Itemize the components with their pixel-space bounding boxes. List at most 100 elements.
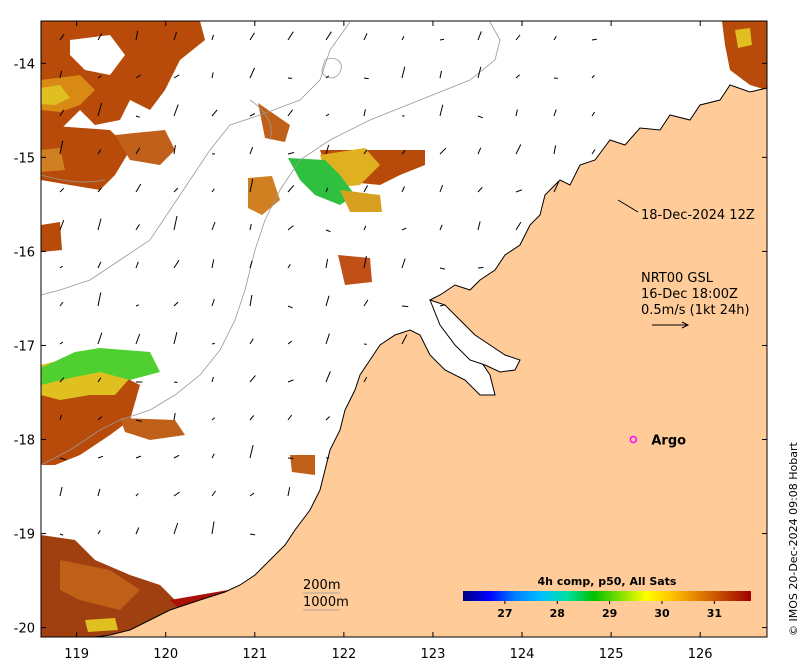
- x-axis: 119 120 121 122 123 124 125 126: [64, 21, 713, 662]
- current-vector: [97, 377, 102, 383]
- current-vector: [553, 181, 560, 193]
- current-vector: [135, 261, 139, 269]
- current-vector: [401, 334, 408, 345]
- current-vector: [325, 371, 331, 383]
- current-vector: [97, 102, 103, 117]
- current-vector: [325, 295, 330, 307]
- current-vector: [135, 455, 142, 459]
- current-vector: [135, 115, 140, 118]
- y-tick-label: -18: [14, 434, 35, 449]
- bathymetry-contours: [41, 21, 501, 466]
- sst-patch: [288, 158, 355, 205]
- current-vector: [439, 70, 442, 79]
- current-vector: [249, 444, 254, 459]
- colorbar: 4h comp, p50, All Sats 27 28 29 30 31: [463, 575, 751, 620]
- current-vectors: [59, 30, 597, 536]
- current-vector: [287, 31, 294, 41]
- current-vector: [591, 74, 595, 79]
- x-tick-label: 124: [510, 647, 535, 662]
- sst-patch: [290, 455, 315, 475]
- current-vector: [325, 258, 329, 269]
- current-vector: [363, 225, 367, 231]
- sst-patch: [735, 28, 752, 48]
- current-vector: [135, 333, 141, 345]
- isobath-1000m-label: 1000m: [303, 595, 349, 610]
- current-vector: [325, 31, 332, 41]
- current-vector: [173, 413, 176, 421]
- current-vector: [439, 224, 443, 231]
- current-vector: [363, 77, 369, 80]
- current-vector: [173, 215, 178, 231]
- current-vector: [249, 223, 252, 231]
- isobath-200m-label: 200m: [303, 578, 340, 593]
- current-vector: [59, 265, 63, 269]
- current-vector: [287, 414, 293, 421]
- current-vector: [173, 331, 178, 345]
- x-tick-label: 119: [64, 647, 89, 662]
- current-vector: [325, 75, 330, 79]
- sst-patch: [338, 255, 372, 285]
- current-vector: [477, 186, 483, 193]
- current-vector: [97, 416, 103, 421]
- current-vector: [325, 333, 330, 345]
- current-vector: [59, 377, 65, 383]
- current-vector: [287, 457, 294, 459]
- current-vector: [59, 70, 63, 79]
- colorbar-ticks: 27 28 29 30 31: [497, 601, 722, 620]
- current-vector: [211, 490, 216, 497]
- current-vector: [515, 34, 521, 41]
- current-date-label: 18-Dec-2024 12Z: [641, 208, 755, 223]
- y-tick-label: -20: [14, 622, 35, 637]
- x-tick-label: 120: [153, 647, 178, 662]
- current-vector: [135, 493, 139, 497]
- current-vector: [287, 152, 295, 155]
- current-vector: [515, 144, 522, 155]
- y-tick-label: -19: [14, 528, 35, 543]
- current-vector: [249, 533, 256, 536]
- y-axis: -14 -15 -16 -17 -18 -19 -20: [14, 57, 767, 637]
- current-vector: [59, 109, 65, 117]
- current-vector: [97, 292, 102, 307]
- current-vector: [363, 109, 366, 117]
- sst-patch: [120, 418, 185, 440]
- current-vector: [439, 147, 447, 155]
- current-vector: [211, 298, 215, 307]
- current-vector: [59, 486, 63, 497]
- current-vector: [173, 381, 178, 383]
- current-vector: [211, 521, 215, 535]
- current-vector: [363, 33, 368, 41]
- colorbar-tick-label: 30: [654, 607, 670, 620]
- x-tick-label: 123: [421, 647, 446, 662]
- current-vector: [363, 376, 368, 383]
- current-vector: [401, 227, 407, 231]
- current-vector: [97, 455, 104, 459]
- land-mass: [94, 84, 767, 637]
- current-vector: [287, 379, 294, 383]
- current-vector: [211, 342, 216, 345]
- current-vector: [135, 183, 142, 193]
- current-vector: [173, 74, 180, 79]
- sst-patch: [70, 35, 125, 75]
- current-vector: [515, 189, 523, 193]
- current-vector: [401, 305, 409, 308]
- current-vector: [59, 414, 62, 421]
- current-vector: [325, 229, 331, 233]
- map-area: Argo 18-Dec-2024 12Z NRT00 GSL 16-Dec 18…: [41, 21, 767, 637]
- plot-frame: [40, 20, 768, 638]
- y-tick-label: -17: [14, 339, 35, 354]
- sst-patch: [41, 148, 65, 172]
- current-vector: [173, 145, 176, 155]
- current-vector: [439, 184, 444, 193]
- current-vector: [173, 522, 179, 535]
- isobath-1000m-line: [41, 21, 351, 296]
- current-vector: [97, 332, 103, 345]
- y-tick-label: -15: [14, 151, 35, 166]
- current-vector: [325, 113, 330, 117]
- current-vector: [287, 487, 291, 497]
- current-vector: [477, 266, 484, 269]
- current-vector: [287, 264, 291, 269]
- current-vector: [249, 415, 255, 421]
- colorbar-tick-label: 29: [602, 607, 617, 620]
- current-vector: [97, 33, 103, 41]
